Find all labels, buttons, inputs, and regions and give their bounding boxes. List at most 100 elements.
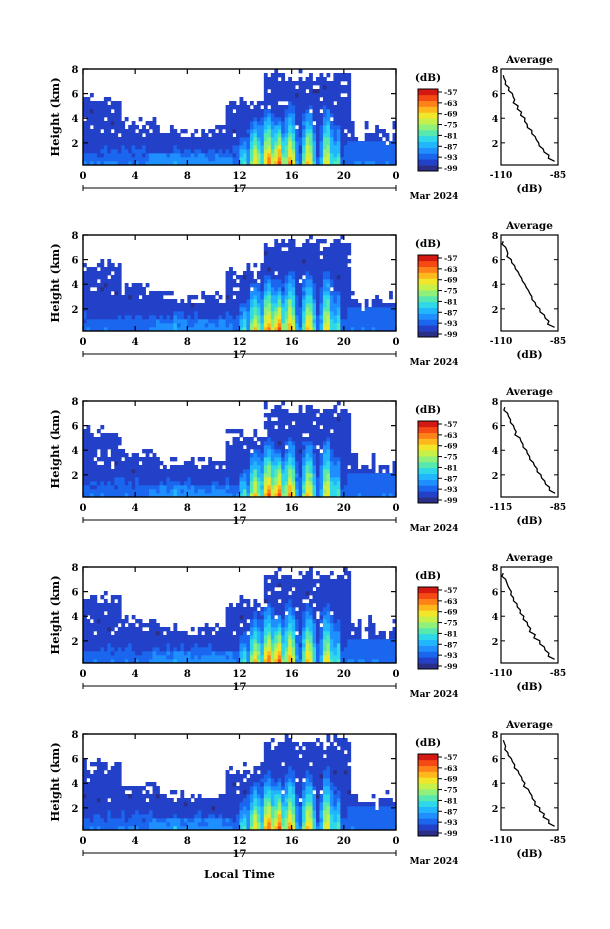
heatmap-cell [309,607,313,612]
heatmap-cell [96,109,101,114]
heatmap-cell [93,295,98,300]
heatmap-cell [350,481,355,486]
heatmap-cell [145,473,150,478]
heatmap-cell [375,481,379,486]
heatmap-cell [288,93,293,98]
heatmap-cell [298,267,303,272]
heatmap-cell [89,303,94,308]
heatmap-cell [239,651,244,656]
heatmap-cell [288,619,293,624]
heatmap-cell [117,149,122,154]
heatmap-cell [354,149,359,154]
heatmap-cell [343,417,348,422]
heatmap-cell [298,97,303,102]
heatmap-cell [256,149,261,154]
heatmap-cell [295,109,299,114]
heatmap-cell [364,489,369,494]
heatmap-cell [114,639,119,644]
heatmap-cell [274,259,279,264]
heatmap-cell [107,291,112,296]
heatmap-cell [100,287,105,292]
heatmap-cell [83,623,87,628]
heatmap-cell [270,267,275,272]
heatmap-cell [291,579,296,584]
heatmap-cell [322,461,327,466]
heatmap-cell [312,583,317,588]
heatmap-cell [333,481,338,486]
heatmap-cell [291,113,296,118]
heatmap-cell [225,283,230,288]
heatmap-cell [263,643,268,648]
heatmap-cell [267,101,272,106]
heatmap-cell [239,449,244,454]
heatmap-cell [288,267,293,272]
heatmap-cell [295,97,299,102]
heatmap-cell [218,485,223,490]
heatmap-cell [128,493,133,498]
heatmap-cell [291,267,296,272]
heatmap-cell [263,627,268,632]
heatmap-cell [93,477,98,482]
heatmap-cell [305,291,310,296]
heatmap-cell [156,137,160,142]
heatmap-cell [124,457,129,462]
heatmap-cell [135,639,139,644]
heatmap-cell [274,263,279,268]
heatmap-cell [249,319,254,324]
heatmap-cell [156,481,160,486]
heatmap-cell [142,299,146,304]
heatmap-cell [239,595,244,600]
heatmap-cell [316,627,320,632]
heatmap-cell [274,441,279,446]
heatmap-cell [152,145,157,150]
heatmap-cell [288,121,293,126]
heatmap-cell [378,149,383,154]
heatmap-cell [378,161,383,166]
date-tick-label: 17 [233,184,247,195]
y-tick-label: 2 [72,471,79,482]
heatmap-cell [305,449,310,454]
heatmap-cell [187,319,192,324]
heatmap-cell [322,157,327,162]
heatmap-cell [319,239,324,244]
heatmap-cell [343,437,348,442]
heatmap-cell [333,89,338,94]
heatmap-cell [194,129,199,134]
heatmap-cell [246,453,251,458]
heatmap-cell [319,149,324,154]
heatmap-cell [93,113,98,118]
heatmap-cell [89,141,94,146]
heatmap-cell [236,283,240,288]
heatmap-cell [340,243,345,248]
heatmap-cell [270,603,275,608]
heatmap-cell [336,125,341,130]
heatmap-cell [121,627,126,632]
heatmap-cell [350,315,355,320]
heatmap-cell [138,307,143,312]
colorbar-tick-label: -99 [444,164,458,173]
heatmap-cell [267,413,272,418]
heatmap-cell [159,635,164,640]
heatmap-cell [322,465,327,470]
heatmap-cell [131,651,136,656]
heatmap-cell [204,307,209,312]
heatmap-cell [128,311,133,316]
heatmap-cell [336,93,341,98]
heatmap-cell [295,133,299,138]
heatmap-cell [211,493,216,498]
heatmap-cell [295,437,299,442]
heatmap-cell [350,489,355,494]
heatmap-cell [246,137,251,142]
heatmap-cell [93,121,98,126]
heatmap-cell [375,149,379,154]
heatmap-cell [117,323,122,328]
heatmap-cell [329,85,334,90]
heatmap-cell [242,651,247,656]
heatmap-cell [152,299,157,304]
heatmap-cell [96,137,101,142]
heatmap-cell [246,153,251,158]
heatmap-cell [288,157,293,162]
heatmap-cell [246,105,251,110]
heatmap-cell [236,441,240,446]
heatmap-cell [229,137,233,142]
